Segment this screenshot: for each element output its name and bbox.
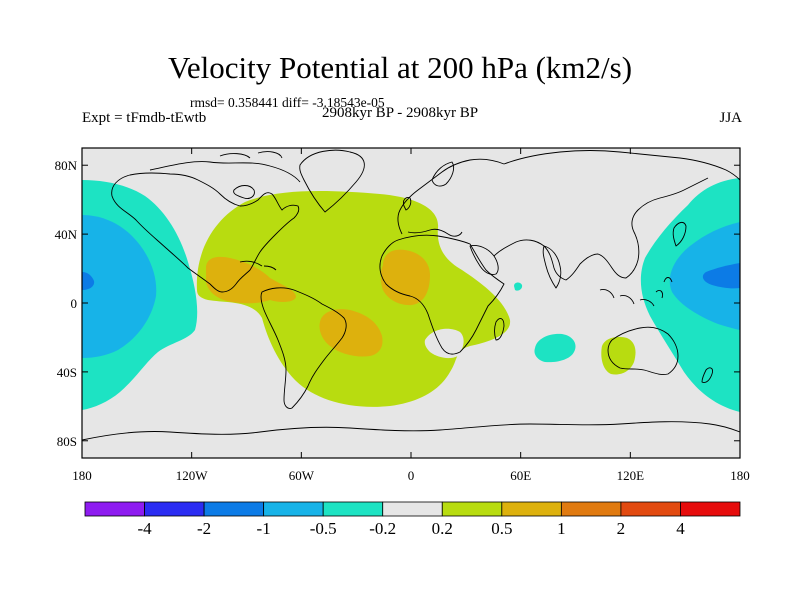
maximum-equatorial-africa — [380, 249, 430, 306]
coastline-madagascar — [494, 318, 505, 341]
coastline-india — [542, 245, 562, 289]
coastline-japan — [672, 221, 687, 247]
coastline-scandinavia — [431, 161, 455, 187]
lon-tick-label: 60E — [510, 468, 531, 483]
longitude-axis: 180 120W 60W 0 60E 120E 180 — [72, 148, 750, 483]
colorbar-swatch — [501, 501, 562, 517]
experiment-label: Expt = tFmdb-tEwtb — [82, 110, 207, 126]
map-title: Velocity Potential at 200 hPa (km2/s) — [167, 50, 633, 85]
colorbar-swatch — [441, 501, 503, 517]
negative-center-west-pacific — [702, 263, 740, 289]
coastline-south-america — [260, 287, 347, 409]
lat-tick-label: 80S — [57, 434, 77, 449]
lon-tick-label: 180 — [72, 468, 92, 483]
coastline-canadian-arctic — [149, 161, 301, 183]
coastline-asia — [493, 150, 740, 281]
colorbar-swatch — [620, 501, 681, 517]
map-plot-area — [82, 148, 740, 458]
colorbar-swatch — [203, 501, 265, 517]
season-label: JJA — [719, 110, 742, 126]
colorbar-swatch — [144, 501, 205, 517]
colorbar-level-label: -4 — [137, 519, 152, 538]
colorbar-level-label: -0.5 — [309, 519, 337, 538]
coastline-british-isles — [403, 197, 412, 211]
negative-patch-indian-ocean — [534, 333, 576, 363]
colorbar — [84, 501, 741, 517]
lon-tick-label: 120E — [617, 468, 645, 483]
coastline-antarctica — [82, 421, 740, 441]
positive-patch-indian-ocean — [601, 336, 636, 375]
negative-dot-indian-ocean — [514, 282, 523, 291]
coastline-australia — [607, 326, 679, 375]
coastline-caribbean — [239, 260, 277, 271]
colorbar-level-label: 0.5 — [491, 519, 513, 538]
colorbar-level-label: -2 — [196, 519, 212, 538]
lon-tick-label: 0 — [408, 468, 415, 483]
lat-tick-label: 0 — [71, 296, 78, 311]
maximum-central-america — [206, 256, 296, 304]
colorbar-swatch — [382, 501, 443, 517]
colorbar-level-label: -0.2 — [369, 519, 397, 538]
coastline-europe — [397, 158, 505, 237]
latitude-axis: 80N 40N 0 40S 80S — [55, 158, 740, 449]
coastline-africa — [379, 234, 505, 355]
neutral-patch-indian-ocean — [424, 328, 464, 359]
negative-center-east-pacific — [82, 272, 95, 290]
lat-tick-label: 40N — [55, 227, 78, 242]
coastline-new-zealand — [701, 367, 713, 383]
coastline-greenland — [299, 149, 365, 213]
lat-tick-label: 40S — [57, 365, 77, 380]
lon-tick-label: 180 — [730, 468, 750, 483]
colorbar-swatch — [84, 501, 145, 517]
colorbar-swatch — [322, 501, 384, 517]
coastline-southeast-asia-islands — [599, 277, 673, 307]
lon-tick-label: 60W — [289, 468, 315, 483]
colorbar-level-label: 2 — [616, 519, 626, 538]
coastline-north-america — [111, 172, 300, 293]
coastlines — [82, 149, 740, 441]
lat-tick-label: 80N — [55, 158, 78, 173]
coastline-hudson-bay — [233, 185, 255, 199]
colorbar-level-label: 4 — [676, 519, 685, 538]
negative-core-east-pacific — [82, 215, 157, 358]
stats-label: rmsd= 0.358441 diff= -3.18543e-05 — [190, 95, 385, 110]
coastline-arabia — [469, 245, 499, 275]
maximum-south-atlantic — [319, 309, 383, 357]
period-label: 2908kyr BP - 2908kyr BP — [321, 105, 479, 121]
lon-tick-label: 120W — [176, 468, 209, 483]
coastline-arctic-islands — [219, 151, 283, 159]
colorbar-swatch — [560, 501, 622, 517]
colorbar-swatch — [680, 501, 741, 517]
colorbar-swatch — [263, 501, 324, 517]
colorbar-level-label: 1 — [557, 519, 566, 538]
colorbar-level-label: -1 — [256, 519, 271, 538]
colorbar-level-label: 0.2 — [431, 519, 453, 538]
